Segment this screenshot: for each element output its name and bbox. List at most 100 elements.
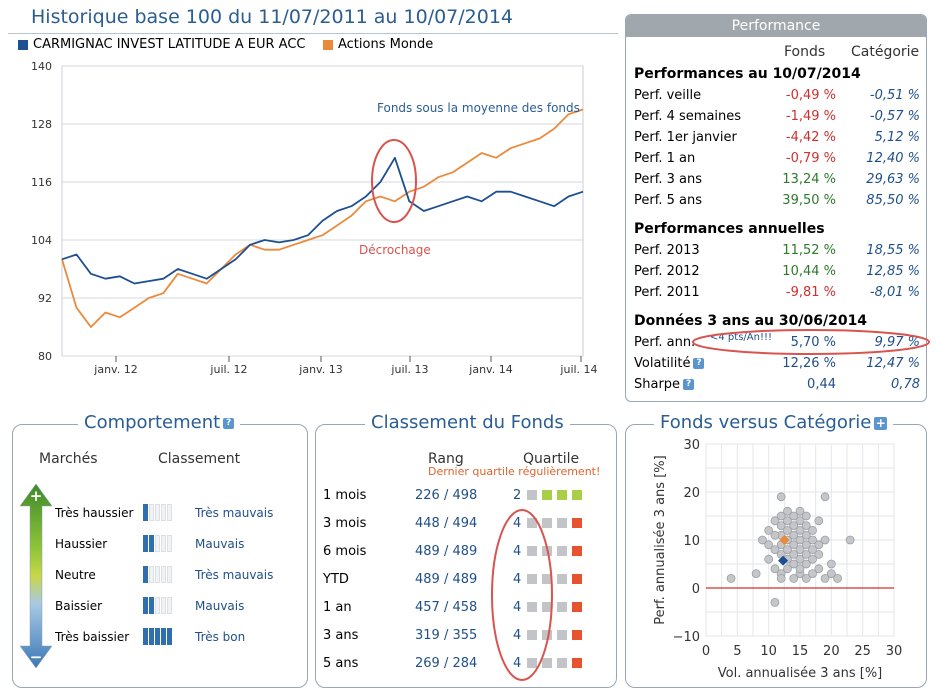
rating-bar-segment	[143, 566, 148, 583]
rating-bar-segment	[167, 504, 172, 521]
peer-point	[814, 516, 824, 526]
help-icon[interactable]: ?	[693, 358, 705, 369]
behavior-row-rating: Mauvais	[195, 537, 245, 551]
y-tick-label: 10	[683, 534, 700, 549]
ranking-row-quartile: 4	[513, 572, 522, 587]
perf-row-label: Volatilité?	[634, 356, 705, 371]
rating-bar-segment	[161, 535, 166, 552]
series-line	[61, 108, 584, 328]
perf-row-category: 29,63 %	[866, 172, 920, 187]
behavior-row-label: Baissier	[55, 599, 103, 613]
rating-bar-segment	[155, 628, 160, 645]
x-tick-label: janv. 13	[298, 363, 342, 376]
ranking-row-quartile: 4	[513, 600, 522, 615]
quartile-box	[527, 518, 537, 528]
performance-header: Performance	[626, 15, 926, 37]
quartile-boxes	[527, 630, 582, 640]
peer-point	[789, 530, 799, 540]
y-tick-label: 104	[31, 234, 52, 247]
peer-point	[826, 569, 836, 579]
peer-point	[789, 521, 799, 530]
help-icon[interactable]: ?	[683, 379, 695, 390]
history-title-rule	[8, 33, 618, 34]
ranking-row-label: 3 ans	[323, 628, 359, 643]
peer-point	[783, 526, 792, 535]
behavior-rating-bars	[143, 535, 172, 552]
rating-bar-segment	[155, 504, 160, 521]
quartile-box	[527, 602, 537, 612]
peer-point	[820, 535, 830, 545]
peer-point	[789, 540, 799, 550]
perf-section-title: Données 3 ans au 30/06/2014	[634, 313, 868, 329]
peer-point	[795, 516, 805, 526]
rating-bar-segment	[143, 535, 148, 552]
y-tick-label: 0	[692, 582, 700, 597]
ranking-note: Dernier quartile régulièrement!	[428, 465, 601, 478]
behavior-row-label: Très haussier	[55, 506, 134, 520]
peer-point	[789, 573, 799, 583]
peer-point	[783, 545, 792, 554]
perf-row-category: 5,12 %	[874, 130, 920, 145]
quartile-box	[527, 574, 537, 584]
legend-swatch-index	[323, 39, 333, 50]
peer-point	[789, 511, 799, 521]
perf-row-label: Perf. veille	[634, 88, 702, 103]
rating-bar-segment	[155, 566, 160, 583]
x-tick-label: juil. 13	[390, 363, 428, 376]
scatter-title-text: Fonds versus Catégorie	[660, 412, 872, 433]
x-tick-label: juil. 14	[559, 363, 597, 376]
expand-icon[interactable]: +	[874, 415, 888, 430]
quartile-box	[542, 490, 552, 500]
peer-point	[776, 521, 786, 530]
peer-point	[801, 530, 811, 540]
quartile-box	[572, 490, 582, 500]
peer-point	[751, 569, 761, 579]
quartile-box	[527, 546, 537, 556]
ranking-row-label: 1 mois	[323, 488, 367, 503]
help-icon[interactable]: ?	[223, 417, 235, 429]
ranking-row-quartile: 4	[513, 516, 522, 531]
ranking-title: Classement du Fonds	[365, 412, 570, 433]
peer-point	[808, 569, 817, 579]
annotation-drop: Décrochage	[359, 243, 431, 257]
behavior-row-rating: Mauvais	[195, 599, 245, 613]
peer-point	[795, 545, 805, 554]
ranking-row-quartile: 4	[513, 544, 522, 559]
perf-row-fund: 12,26 %	[782, 356, 836, 371]
peer-point	[789, 559, 799, 569]
perf-row-category: 85,50 %	[866, 193, 920, 208]
ranking-rows: 1 mois 226 / 498 2 3 mois 448 / 494 4 6 …	[315, 0, 615, 694]
peer-point	[770, 545, 780, 554]
perf-row-category: 0,78	[891, 377, 920, 392]
legend-label-fund: CARMIGNAC INVEST LATITUDE A EUR ACC	[33, 37, 306, 52]
performance-panel: Performance Fonds Catégorie Performances…	[625, 14, 927, 402]
quartile-box	[557, 518, 567, 528]
peer-point	[814, 540, 824, 550]
peer-point	[757, 535, 767, 545]
peer-point	[845, 535, 855, 545]
y-tick-label: 140	[31, 60, 52, 73]
ranking-row-rank: 448 / 494	[415, 516, 478, 531]
ranking-row-rank: 489 / 489	[415, 544, 478, 559]
quartile-box	[572, 630, 582, 640]
quartile-box	[542, 574, 552, 584]
peer-point	[801, 573, 811, 583]
quartile-box	[572, 658, 582, 668]
rating-bar-segment	[161, 504, 166, 521]
rating-bar-segment	[143, 597, 148, 614]
peer-point	[801, 540, 811, 550]
behavior-rating-bars	[143, 628, 172, 645]
annualized-perf-highlight-ellipse	[692, 329, 930, 355]
quartile-box	[557, 658, 567, 668]
behavior-row-rating: Très mauvais	[195, 506, 274, 520]
quartile-box	[527, 658, 537, 668]
rating-bar-segment	[167, 535, 172, 552]
ranking-row-quartile: 4	[513, 656, 522, 671]
ranking-row-quartile: 2	[513, 488, 522, 503]
perf-col-fund: Fonds	[784, 44, 826, 60]
perf-row-label: Perf. ann.	[634, 335, 696, 350]
rating-bar-segment	[149, 535, 154, 552]
x-tick-label: 20	[823, 644, 840, 659]
perf-row-category: 12,85 %	[866, 264, 920, 279]
plus-icon: +	[30, 487, 43, 505]
